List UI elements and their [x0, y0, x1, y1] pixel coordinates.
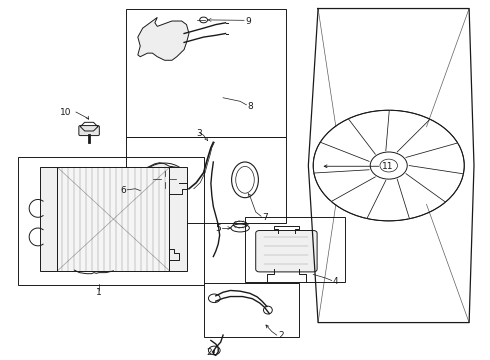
Bar	[19, 157, 203, 285]
Bar	[203, 283, 298, 337]
Polygon shape	[57, 167, 170, 271]
Text: 2: 2	[278, 331, 284, 340]
Text: 2: 2	[206, 348, 212, 357]
Text: 7: 7	[262, 213, 268, 222]
Bar	[245, 217, 345, 282]
Bar	[125, 137, 287, 222]
FancyBboxPatch shape	[79, 126, 99, 136]
Polygon shape	[170, 167, 187, 271]
Text: 3: 3	[196, 129, 202, 138]
Text: 11: 11	[382, 162, 394, 171]
FancyBboxPatch shape	[256, 230, 317, 272]
Polygon shape	[140, 163, 184, 196]
Text: 9: 9	[245, 17, 251, 26]
Polygon shape	[138, 17, 189, 60]
Text: 8: 8	[247, 102, 253, 111]
Text: 1: 1	[96, 288, 102, 297]
Polygon shape	[40, 167, 57, 271]
Bar	[125, 9, 287, 137]
Text: 6: 6	[120, 186, 125, 195]
Text: 5: 5	[216, 224, 221, 233]
Text: 4: 4	[333, 277, 338, 286]
Text: 10: 10	[60, 108, 72, 117]
